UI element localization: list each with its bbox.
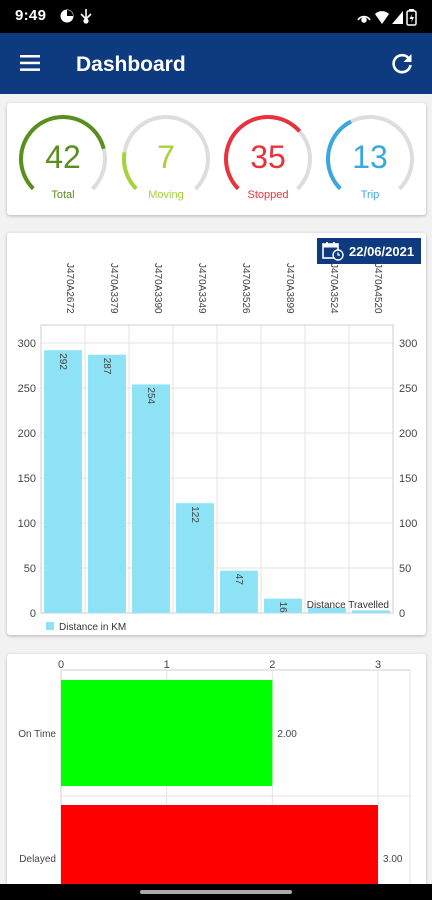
gauge-label: Trip: [360, 189, 380, 201]
gauge-progress: [224, 115, 312, 203]
bar-on-time: [61, 680, 273, 786]
x-tick-label: J470A4520: [372, 263, 383, 314]
gauge-ring: [326, 115, 414, 203]
status-bar: 9:49: [0, 0, 432, 33]
y-tick-label-right: 200: [399, 428, 417, 440]
x-tick-label: 1: [164, 659, 170, 671]
home-handle[interactable]: [140, 890, 292, 894]
x-tick-label: J470A3390: [152, 263, 163, 314]
clock-arc-icon: [60, 9, 74, 23]
gauge-value: 42: [45, 139, 81, 175]
menu-icon[interactable]: [20, 55, 40, 71]
status-time: 9:49: [15, 7, 47, 24]
refresh-icon[interactable]: [389, 51, 415, 77]
gauge-ring: [224, 115, 312, 203]
legend-label: Distance in KM: [59, 622, 126, 633]
gauge-moving[interactable]: 7 Moving: [120, 113, 212, 205]
chart-annotation: Distance Travelled: [307, 600, 389, 611]
bar-value-label: 47: [233, 574, 244, 586]
bar-value-label: 292: [57, 353, 68, 370]
x-tick-label: J470A3379: [108, 263, 119, 314]
bar-J470A2672: [44, 350, 82, 613]
bar-value-label: 122: [189, 506, 200, 523]
y-tick-label-left: 200: [18, 428, 36, 440]
x-tick-label: J470A3524: [328, 263, 339, 314]
legend-swatch: [46, 622, 54, 630]
wifi-icon: [375, 11, 389, 24]
signal-icon: [392, 11, 403, 24]
bar-J470A4520: [352, 610, 390, 613]
gauge-label: Moving: [148, 189, 184, 201]
distance-bar-chart: 0 0 50 50 100 100 150 150 200 200 250 250 300 300 J470…: [18, 263, 418, 633]
y-tick-label-left: 50: [24, 563, 36, 575]
date-filter-button[interactable]: 22/06/2021: [317, 238, 421, 264]
y-tick-label-right: 300: [399, 338, 417, 350]
y-tick-label-left: 300: [18, 338, 36, 350]
gauge-progress: [122, 115, 210, 203]
gauge-stopped[interactable]: 35 Stopped: [222, 113, 314, 205]
y-tick-label-right: 150: [399, 473, 417, 485]
calendar-icon: [322, 241, 344, 264]
y-tick-label-left: 150: [18, 473, 36, 485]
status-left-icons: [60, 8, 96, 29]
bar-delayed: [61, 805, 378, 886]
date-value: 22/06/2021: [349, 244, 415, 259]
gauge-value: 13: [352, 139, 388, 175]
gauge-progress: [326, 115, 414, 203]
app-bar: Dashboard: [0, 33, 432, 94]
y-tick-label-right: 0: [399, 608, 405, 620]
y-tick-label: On Time: [18, 729, 56, 740]
y-tick-label: Delayed: [19, 854, 56, 865]
bar-J470A3379: [88, 354, 126, 613]
bar-J470A3390: [132, 384, 170, 613]
gauge-value: 7: [157, 139, 175, 175]
x-tick-label: J470A3899: [284, 263, 295, 314]
delay-bar-chart: 0 1 2 3 On Time 2.00 Delayed 3.00: [18, 659, 411, 886]
usb-debug-icon: [80, 9, 92, 24]
bar-J470A3899: [264, 598, 302, 613]
bar-value-label: 2.00: [277, 729, 297, 740]
bar-J470A3349: [176, 503, 214, 613]
status-right-icons: [356, 8, 418, 31]
bar-J470A3526: [220, 570, 258, 613]
gauge-label: Total: [51, 189, 75, 201]
y-tick-label-right: 100: [399, 518, 417, 530]
navigation-bar: [0, 884, 432, 900]
bar-value-label: 3.00: [383, 854, 403, 865]
gauge-value: 35: [250, 139, 286, 175]
x-tick-label: 0: [58, 659, 64, 671]
bar-value-label: 254: [145, 387, 156, 404]
x-tick-label: J470A2672: [64, 263, 75, 314]
gauge-ring: [122, 115, 210, 203]
bar-J470A3524: [308, 607, 346, 613]
gauge-progress: [19, 115, 108, 203]
gauge-total[interactable]: 42 Total: [17, 113, 109, 205]
y-tick-label-right: 50: [399, 563, 411, 575]
gauge-label: Stopped: [247, 189, 289, 201]
bar-value-label: 287: [101, 358, 112, 375]
y-tick-label-left: 0: [30, 608, 36, 620]
battery-icon: [406, 9, 417, 26]
summary-card: [7, 103, 426, 215]
y-tick-label-left: 250: [18, 383, 36, 395]
page-title: Dashboard: [76, 53, 186, 76]
y-tick-label-right: 250: [399, 383, 417, 395]
x-tick-label: J470A3526: [240, 263, 251, 314]
x-tick-label: 2: [269, 659, 275, 671]
x-tick-label: 3: [375, 659, 381, 671]
gauge-trip[interactable]: 13 Trip: [324, 113, 416, 205]
bar-value-label: 16: [277, 602, 288, 614]
plot-frame: [40, 324, 394, 614]
hotspot-icon: [357, 15, 371, 23]
gauge-ring: [19, 115, 108, 203]
y-tick-label-left: 100: [18, 518, 36, 530]
x-tick-label: J470A3349: [196, 263, 207, 314]
